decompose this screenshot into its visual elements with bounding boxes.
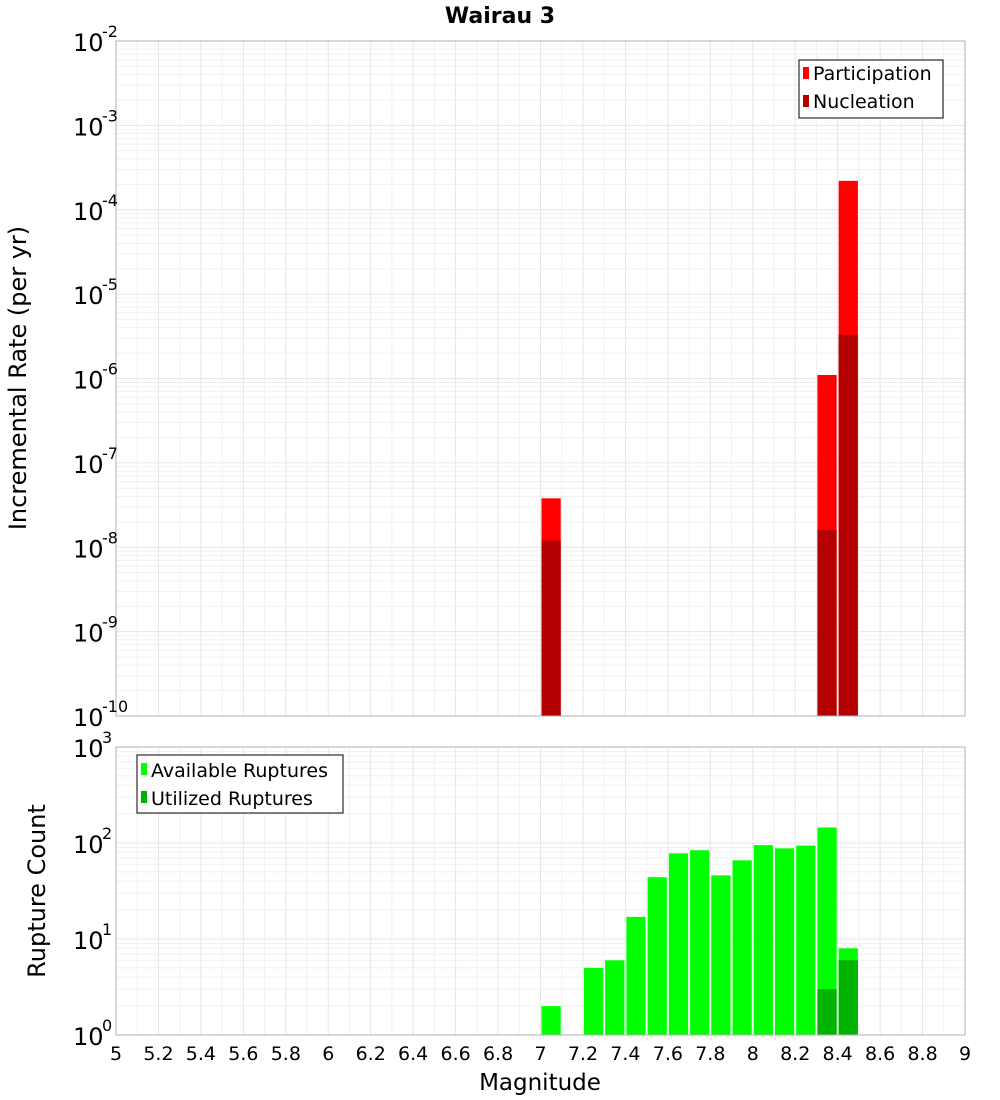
count-y-tick-label: 10 [73,1023,104,1051]
rate-y-tick-label: 10 [73,535,104,563]
rate-y-tick-label: 10 [73,113,104,141]
rate-y-tick-exponent: -9 [102,613,118,632]
x-tick-label: 8.8 [907,1043,937,1065]
x-tick-label: 7 [534,1043,546,1065]
nucleation-bar [838,334,858,716]
rate-legend-box [798,59,944,119]
nucleation-bar [541,540,561,716]
x-axis-label: Magnitude [479,1070,601,1096]
utilized-ruptures-bar [817,989,837,1035]
available-swatch [141,763,147,775]
rate-y-tick-label: 10 [73,29,104,57]
count-legend: Available Ruptures Utilized Ruptures [136,754,344,814]
x-tick-label: 5.4 [186,1043,216,1065]
rate-y-tick-exponent: -6 [102,360,118,379]
x-tick-label: 8.4 [823,1043,853,1065]
rate-y-tick-label: 10 [73,282,104,310]
rate-y-tick-exponent: -7 [102,444,118,463]
available-ruptures-bar [583,967,604,1035]
count-y-tick-exponent: 3 [102,728,112,747]
x-tick-label: 8.6 [865,1043,895,1065]
rate-y-tick-label: 10 [73,198,104,226]
x-tick-label: 7.4 [610,1043,640,1065]
available-ruptures-bar [711,875,731,1035]
rate-y-tick-exponent: -8 [102,528,118,547]
available-ruptures-bar [668,853,689,1035]
rate-y-tick-label: 10 [73,451,104,479]
x-tick-label: 7.2 [568,1043,598,1065]
rate-plot-border [115,40,966,717]
rate-y-tick-label: 10 [73,367,104,395]
rate-y-tick-exponent: -4 [102,191,118,210]
rate-y-tick-exponent: -10 [102,697,128,716]
rate-y-tick-label: 10 [73,704,104,732]
x-tick-label: 5.8 [271,1043,301,1065]
available-ruptures-bar [817,827,837,1035]
count-plot-bars [541,827,858,1035]
count-y-tick-label: 10 [73,735,104,763]
x-tick-label: 5.6 [228,1043,258,1065]
utilized-ruptures-bar [838,960,858,1035]
available-ruptures-bar [605,960,625,1035]
rate-y-axis-label: Incremental Rate (per yr) [4,226,32,530]
utilized-swatch [141,791,147,803]
x-tick-label: 7.8 [695,1043,725,1065]
rate-y-tick-exponent: -5 [102,275,118,294]
x-tick-label: 5 [110,1043,122,1065]
x-tick-label: 7.6 [653,1043,683,1065]
count-y-tick-label: 10 [73,831,104,859]
count-y-tick-exponent: 1 [102,920,112,939]
legend-available-label: Available Ruptures [151,760,328,782]
available-ruptures-bar [732,860,752,1035]
available-ruptures-bar [753,845,773,1035]
available-ruptures-bar [774,848,795,1035]
x-tick-label: 8.2 [780,1043,810,1065]
count-y-tick-label: 10 [73,927,104,955]
rate-y-tick-exponent: -2 [102,22,118,41]
available-ruptures-bar [690,850,710,1035]
legend-participation-label: Participation [813,63,932,85]
available-ruptures-bar [647,877,667,1035]
rate-plot-grid [115,40,966,717]
rate-plot-bars [541,180,858,716]
count-y-axis-label: Rupture Count [23,804,51,978]
count-y-tick-exponent: 0 [102,1016,112,1035]
x-tick-label: 9 [959,1043,971,1065]
available-ruptures-bar [541,1006,561,1035]
rate-y-tick-exponent: -3 [102,106,118,125]
available-ruptures-bar [626,916,646,1035]
participation-swatch [803,67,809,79]
x-tick-label: 6.4 [398,1043,428,1065]
x-tick-label: 6.6 [440,1043,470,1065]
count-y-tick-exponent: 2 [102,824,112,843]
count-plot-border [115,746,966,1036]
x-tick-label: 6 [322,1043,334,1065]
rate-y-tick-label: 10 [73,620,104,648]
x-tick-label: 6.2 [356,1043,386,1065]
chart-title: Wairau 3 [445,4,555,29]
x-tick-label: 6.8 [483,1043,513,1065]
x-tick-label: 5.2 [143,1043,173,1065]
count-legend-box [136,754,344,814]
legend-nucleation-label: Nucleation [813,91,915,113]
rate-legend: Participation Nucleation [798,59,944,119]
x-tick-labels: 5 5.2 5.4 5.6 5.8 6 6.2 6.4 6.6 6.8 7 7.2 7.4 7.6 7.8 8… [110,1043,971,1065]
legend-utilized-label: Utilized Ruptures [151,788,313,810]
x-tick-label: 8 [747,1043,759,1065]
nucleation-bar [817,530,837,716]
nucleation-swatch [803,95,809,107]
available-ruptures-bar [796,845,816,1035]
